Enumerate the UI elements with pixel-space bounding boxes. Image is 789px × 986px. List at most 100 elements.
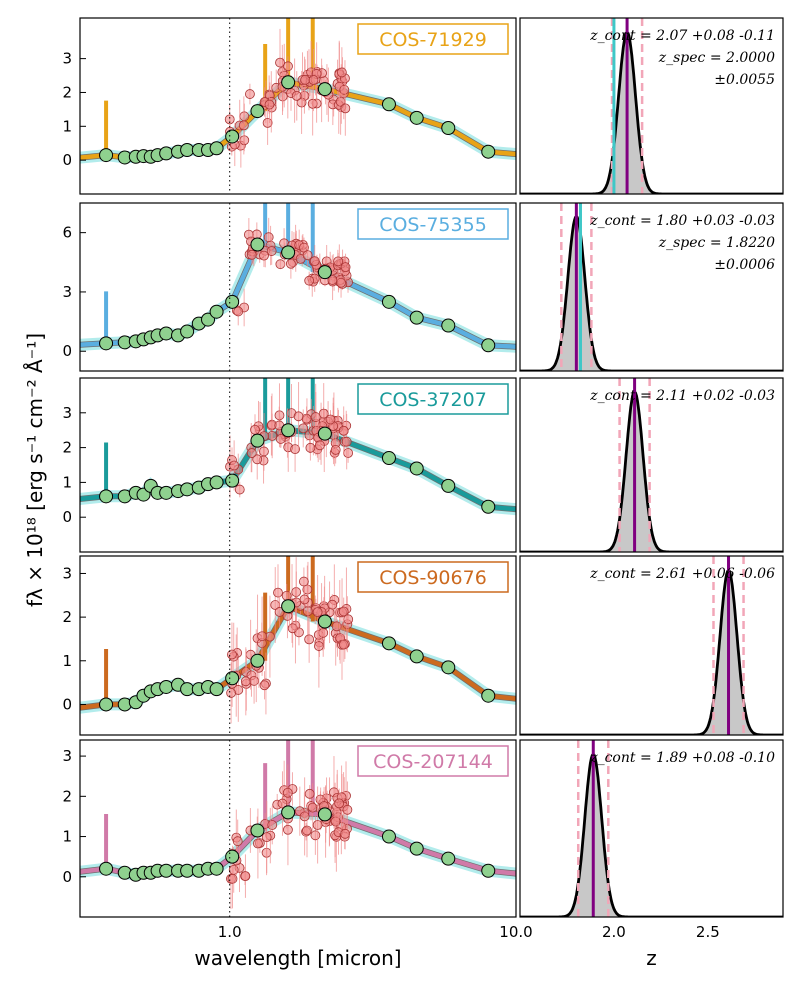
phot-point-11 [209, 304, 224, 319]
phot-point-18 [441, 318, 456, 333]
spec-point [277, 798, 288, 809]
pz-panel-COS-75355: z_cont = 1.80 +0.03 -0.03 z_spec = 1.8220… [519, 202, 784, 372]
z-spec-error: ±0.0006 [714, 257, 775, 273]
sed-plot-area [80, 18, 516, 168]
phot-point-11 [209, 861, 224, 876]
phot-point-12 [225, 294, 240, 309]
sed-plot-area [80, 740, 516, 910]
spec-point [273, 587, 283, 598]
pz-panel-COS-207144: z_cont = 1.89 +0.08 -0.10 [519, 739, 784, 918]
ytick-label: 2 [62, 608, 72, 626]
phot-point-11 [209, 682, 224, 697]
phot-point-14 [281, 245, 296, 260]
panel-COS-75355: 0 3 6 COS-75355 [62, 202, 517, 372]
pz-xtick-label: 2.5 [696, 923, 720, 941]
pz-plot-area [520, 378, 783, 552]
ytick-label: 1 [62, 828, 72, 846]
spec-point [331, 621, 342, 632]
ytick-label: 3 [62, 50, 72, 68]
ytick-label: 2 [62, 787, 72, 805]
spec-point [313, 641, 324, 651]
phot-point-12 [225, 671, 240, 686]
spec-point [309, 256, 320, 267]
ytick-label: 1 [62, 652, 72, 670]
phot-point-15 [317, 82, 332, 97]
spec-point [304, 634, 315, 645]
spec-point [298, 423, 309, 434]
spec-point [246, 249, 257, 260]
phot-point-16 [381, 451, 396, 466]
spec-point [232, 836, 243, 847]
z-spec-error: ±0.0055 [714, 72, 775, 88]
object-name: COS-75355 [379, 214, 487, 236]
spec-point [252, 454, 263, 465]
y-axis-label: fλ × 10¹⁸ [erg s⁻¹ cm⁻² Å⁻¹] [23, 333, 47, 607]
spec-point [310, 412, 321, 422]
sed-plot-area [80, 378, 516, 516]
spec-point [240, 676, 251, 687]
sed-plot-area [80, 203, 516, 353]
ytick-label: 3 [62, 404, 72, 422]
pz-x-axis-label: z [646, 946, 657, 970]
spec-point [340, 103, 351, 114]
pz-frame [519, 739, 784, 918]
spec-point [287, 623, 298, 634]
spec-point [327, 275, 338, 285]
spec-point [343, 448, 354, 458]
pz-frame [519, 555, 784, 736]
phot-point-6 [159, 146, 174, 161]
phot-point-6 [159, 326, 174, 341]
phot-point-17 [409, 649, 424, 664]
spec-point [291, 90, 302, 101]
pz-plot-area [520, 556, 783, 735]
spec-point [275, 434, 286, 444]
spec-point [299, 594, 310, 605]
panel-COS-71929: 0 1 2 3 COS-71929 [62, 17, 517, 195]
spec-point [330, 816, 341, 827]
spec-point [228, 864, 239, 875]
z-cont-annotation: z_cont = 1.80 +0.03 -0.03 [589, 213, 775, 229]
phot-point-14 [281, 75, 296, 90]
ytick-label: 0 [62, 151, 72, 169]
phot-point-19 [481, 863, 496, 878]
spec-point [257, 631, 267, 642]
object-name: COS-207144 [373, 751, 493, 773]
z-cont-annotation: z_cont = 2.11 +0.02 -0.03 [589, 388, 775, 404]
spec-point [285, 258, 296, 269]
spec-point [305, 442, 316, 453]
spec-point [267, 820, 278, 830]
sed-frame [79, 17, 517, 195]
sed-frame [79, 555, 517, 736]
phot-point-18 [441, 851, 456, 866]
spec-point [340, 828, 351, 839]
ytick-label: 0 [62, 695, 72, 713]
spec-point [340, 262, 351, 273]
pz-panel-COS-90676: z_cont = 2.61 +0.06 -0.06 [519, 555, 784, 736]
spec-point [300, 74, 311, 85]
spec-point [318, 627, 329, 638]
ytick-label: 0 [62, 508, 72, 526]
phot-point-6 [159, 679, 174, 694]
phot-point-0 [99, 336, 114, 351]
spec-point [263, 232, 274, 243]
spec-point [275, 259, 286, 270]
phot-point-15 [317, 614, 332, 629]
phot-point-8 [180, 682, 195, 697]
spec-point [310, 830, 321, 841]
spec-point [307, 802, 318, 813]
spec-point [246, 448, 257, 458]
z-spec-annotation: z_spec = 1.8220 [658, 235, 775, 251]
sed-xtick-label: 10.0 [499, 923, 532, 941]
phot-point-15 [317, 807, 332, 822]
spec-point [293, 411, 304, 422]
sed-frame [79, 377, 517, 553]
spec-point [229, 460, 240, 471]
pz-frame [519, 202, 784, 372]
sed-xtick-label: 1.0 [218, 923, 242, 941]
pz-prior-fill [520, 570, 783, 735]
spec-point [259, 680, 270, 691]
phot-point-16 [381, 829, 396, 844]
ytick-label: 1 [62, 473, 72, 491]
pz-frame [519, 17, 784, 195]
